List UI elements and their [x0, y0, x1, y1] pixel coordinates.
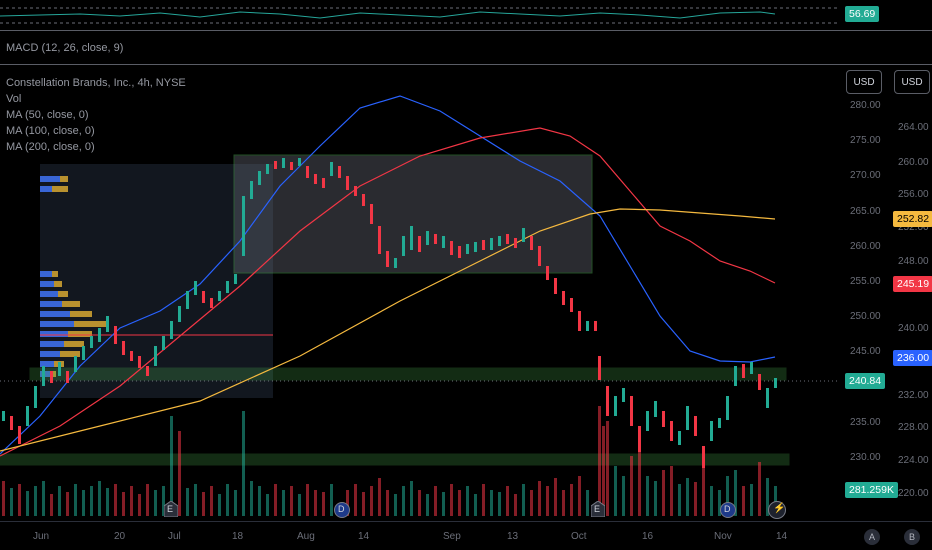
volume-value-tag: 281.259K [845, 482, 898, 498]
right-axis-tick: 248.00 [898, 256, 929, 267]
dividend-marker-2[interactable]: D [720, 502, 736, 518]
ma200-price-tag: 252.82 [893, 211, 932, 227]
lightning-icon: ⚡ [773, 503, 786, 514]
right-axis-tick: 264.00 [898, 122, 929, 133]
time-axis-label: Aug [297, 531, 315, 542]
left-axis-tick: 235.00 [850, 417, 881, 428]
volume-profile-bars [40, 176, 108, 377]
last-price-tag: 240.84 [845, 373, 886, 389]
time-axis-label: Jul [168, 531, 181, 542]
currency-button-right[interactable]: USD [894, 70, 930, 94]
left-axis-tick: 245.00 [850, 346, 881, 357]
right-axis-tick: 228.00 [898, 422, 929, 433]
support-zone-lower[interactable] [0, 453, 790, 466]
scale-b-button[interactable]: B [904, 529, 920, 545]
time-axis-label: Nov [714, 531, 732, 542]
left-axis-tick: 255.00 [850, 276, 881, 287]
left-axis-tick: 260.00 [850, 241, 881, 252]
time-axis-label: Oct [571, 531, 587, 542]
time-axis-label: 14 [358, 531, 370, 542]
volume-bars [2, 406, 777, 516]
right-axis-tick: 252.00 [898, 222, 929, 233]
ma100-line [0, 127, 776, 457]
legend-ma50[interactable]: MA (50, close, 0) [6, 109, 89, 121]
time-axis-label: 20 [114, 531, 126, 542]
legend-ma100[interactable]: MA (100, close, 0) [6, 125, 95, 137]
earnings-marker-1[interactable]: E [163, 500, 179, 518]
left-axis-tick: 280.00 [850, 100, 881, 111]
macd-label[interactable]: MACD (12, 26, close, 9) [6, 42, 124, 54]
candles [2, 158, 777, 468]
legend-ma200[interactable]: MA (200, close, 0) [6, 141, 95, 153]
ma100-price-tag: 245.19 [893, 276, 932, 292]
rsi-line [0, 7, 840, 24]
ma50-price-tag: 236.00 [893, 350, 932, 366]
price-chart[interactable] [0, 66, 840, 516]
ma50-line [0, 95, 776, 455]
auto-scale-button[interactable]: A [864, 529, 880, 545]
right-axis-tick: 224.00 [898, 455, 929, 466]
symbol-title[interactable]: Constellation Brands, Inc., 4h, NYSE [6, 77, 186, 89]
time-axis-label: 13 [507, 531, 519, 542]
left-axis-tick: 275.00 [850, 135, 881, 146]
time-axis-label: Jun [33, 531, 50, 542]
time-axis-label: Sep [443, 531, 461, 542]
consolidation-zone[interactable] [233, 154, 593, 274]
right-axis-tick: 240.00 [898, 323, 929, 334]
left-axis-tick: 265.00 [850, 206, 881, 217]
right-axis-tick: 220.00 [898, 488, 929, 499]
pane-divider[interactable] [0, 30, 932, 31]
pane-divider[interactable] [0, 64, 932, 65]
right-axis-tick: 260.00 [898, 157, 929, 168]
time-axis-label: 18 [232, 531, 244, 542]
time-axis-divider [0, 521, 932, 522]
right-axis-tick: 232.00 [898, 390, 929, 401]
left-axis-tick: 230.00 [850, 452, 881, 463]
flash-marker[interactable]: ⚡ [768, 501, 786, 519]
currency-button-left[interactable]: USD [846, 70, 882, 94]
time-axis-label: 16 [642, 531, 654, 542]
right-axis-tick: 256.00 [898, 189, 929, 200]
support-zone-upper[interactable] [29, 367, 787, 381]
left-axis-tick: 250.00 [850, 311, 881, 322]
earnings-marker-2[interactable]: E [590, 500, 606, 518]
dividend-marker-1[interactable]: D [334, 502, 350, 518]
rsi-pane[interactable]: 56.69 [0, 0, 932, 28]
time-axis-label: 14 [776, 531, 788, 542]
rsi-value-tag: 56.69 [845, 6, 880, 22]
legend-vol[interactable]: Vol [6, 93, 22, 105]
ma200-line [0, 208, 776, 452]
left-axis-tick: 270.00 [850, 170, 881, 181]
